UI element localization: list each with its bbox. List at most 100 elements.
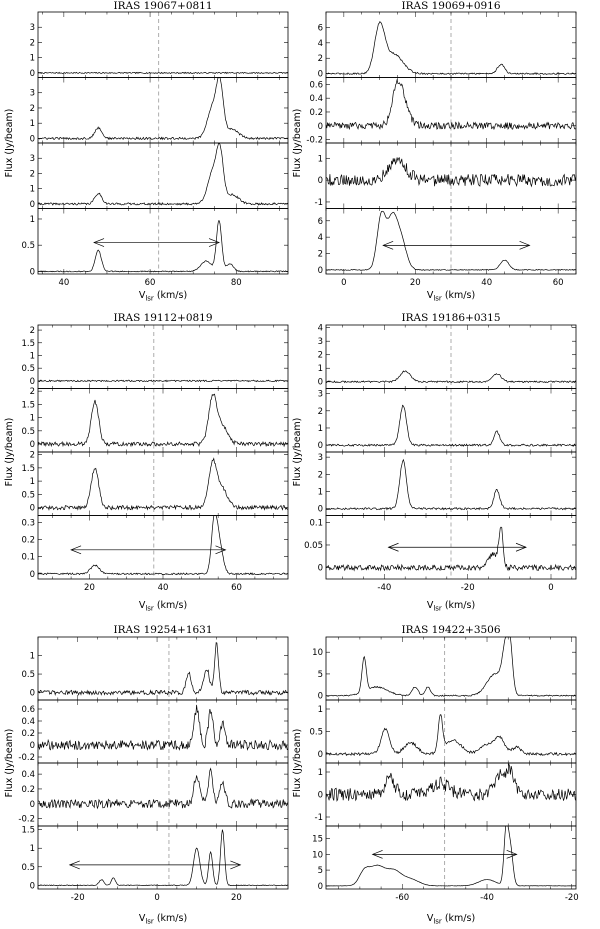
chart-title: IRAS 19067+0811: [113, 0, 212, 12]
y-tick-label: 0: [30, 800, 35, 810]
arrow-head-right: [506, 850, 518, 859]
y-tick-label: 0.4: [21, 770, 35, 780]
y-tick-label: 1: [30, 119, 35, 129]
y-tick-label: 0: [318, 378, 323, 388]
y-tick-label: 0.5: [21, 490, 35, 500]
chart-panel-5: IRAS 19254+1631 Flux (Jy/beam) Vlsr (km/s)…: [4, 624, 289, 926]
row-frame: [37, 77, 289, 144]
spectrum-row-2: 0 1 2 3: [318, 388, 577, 453]
y-tick-label: 0.4: [21, 717, 35, 727]
spectrum-line: [37, 829, 289, 887]
spectrum-row-4: 0 0.5 1 1.5: [21, 825, 289, 891]
y-tick-label: 0.2: [21, 536, 35, 546]
y-tick-label: 6: [318, 23, 323, 33]
y-tick-label: 1: [318, 768, 323, 778]
y-tick-label: 0: [30, 69, 35, 79]
y-tick-label: 2: [30, 38, 35, 48]
spectrum-row-1: 0 5 10: [312, 636, 577, 702]
arrow-head-left: [387, 542, 399, 552]
y-tick-label: 0.1: [309, 518, 323, 528]
y-tick-label: 1: [30, 351, 35, 361]
spectrum-row-3: 0 1 2 3: [318, 451, 577, 516]
x-axis-label: Vlsr (km/s): [139, 913, 187, 926]
arrow-head-left: [68, 860, 80, 870]
y-axis-label: Flux (Jy/beam): [4, 109, 15, 178]
x-tick-label: 60: [145, 278, 156, 288]
spectrum-line: [325, 370, 577, 384]
y-tick-label: 0.6: [309, 80, 323, 90]
row-frame: [325, 636, 577, 701]
y-tick-label: 1: [30, 477, 35, 487]
spectrum-line: [37, 704, 289, 751]
arrow-head-left: [371, 850, 383, 859]
row-frame: [37, 699, 289, 764]
y-tick-label: 0: [30, 200, 35, 210]
y-tick-label: 1: [318, 364, 323, 374]
y-tick-label: 4: [318, 233, 323, 243]
spectrum-row-2: -0.2 0 0.2 0.4 0.6: [306, 77, 577, 146]
y-tick-label: 0.05: [304, 541, 323, 551]
y-tick-label: 3: [318, 337, 323, 347]
x-tick-label: -20: [461, 583, 475, 593]
y-tick-label: 10: [312, 648, 323, 658]
y-tick-label: 1: [30, 844, 35, 854]
y-tick-label: 0: [318, 750, 323, 760]
x-axis-label: Vlsr (km/s): [139, 290, 187, 303]
spectrum-line: [325, 825, 577, 887]
y-tick-label: 2: [30, 451, 35, 461]
spectrum-line: [37, 767, 289, 810]
arrow-head-right: [519, 241, 531, 250]
row-frame: [37, 11, 289, 78]
spectrum-line: [325, 714, 577, 757]
spectrum-row-1: 0 1 2 3 4: [318, 324, 577, 389]
y-tick-label: 0: [318, 692, 323, 702]
spectrum-line: [37, 71, 289, 75]
row-frame: [37, 142, 289, 209]
spectrum-line: [37, 220, 289, 273]
x-axis-label: Vlsr (km/s): [139, 600, 187, 613]
y-tick-label: 1: [318, 705, 323, 715]
x-tick-label: 40: [481, 278, 492, 288]
x-tick-label: 40: [158, 583, 169, 593]
x-tick-label: -20: [71, 893, 85, 903]
spectrum-line: [325, 21, 577, 76]
chart-panel-1: IRAS 19067+0811 Flux (Jy/beam) Vlsr (km/s)…: [4, 0, 289, 303]
y-tick-label: 0.5: [21, 863, 35, 873]
y-tick-label: 0: [318, 441, 323, 451]
spectrum-row-3: -1 0 1: [315, 762, 577, 827]
y-tick-label: -0.2: [18, 753, 35, 763]
y-tick-label: 3: [318, 390, 323, 400]
spectrum-line: [325, 79, 577, 131]
spectrum-row-1: 0 2 4 6: [318, 11, 577, 80]
x-tick-label: 80: [231, 278, 242, 288]
y-tick-label: -0.2: [18, 815, 35, 825]
spectrum-row-1: 0 1 2 3: [30, 11, 289, 79]
y-tick-label: 5: [318, 866, 323, 876]
row-frame: [325, 515, 577, 580]
spectrum-line: [37, 143, 289, 206]
y-tick-label: 0: [318, 122, 323, 132]
y-tick-label: 0: [30, 267, 35, 277]
x-tick-label: -20: [565, 893, 579, 903]
arrow-head-left: [382, 241, 394, 250]
y-tick-label: 0.5: [21, 241, 35, 251]
x-tick-label: 40: [58, 278, 69, 288]
x-axis-label: Vlsr (km/s): [427, 600, 475, 613]
chart-panel-3: IRAS 19112+0819 Flux (Jy/beam) Vlsr (km/s)…: [4, 312, 289, 613]
y-tick-label: 0: [318, 505, 323, 515]
x-axis-label: Vlsr (km/s): [427, 290, 475, 303]
spectrum-row-3: 0 1 2 3: [30, 142, 289, 210]
row-frame: [37, 208, 289, 275]
y-tick-label: 0.5: [21, 427, 35, 437]
spectrum-line: [325, 404, 577, 447]
y-tick-label: 0.2: [21, 785, 35, 795]
spectrum-row-2: -0.2 0 0.2 0.4 0.6: [18, 699, 289, 764]
x-tick-label: 20: [84, 583, 95, 593]
spectrum-row-3: 0 0.5 1 1.5 2: [21, 451, 289, 516]
spectrum-line: [325, 458, 577, 511]
y-tick-label: 2: [30, 326, 35, 336]
spectrum-line: [37, 393, 289, 448]
y-tick-label: 1: [30, 185, 35, 195]
row-frame: [37, 324, 289, 389]
y-tick-label: 2: [30, 169, 35, 179]
